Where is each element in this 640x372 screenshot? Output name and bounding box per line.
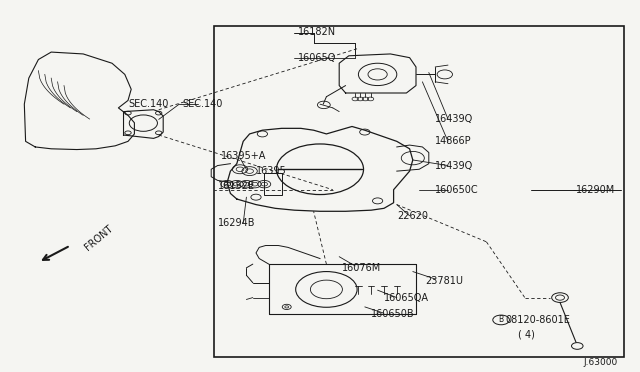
Text: 16439Q: 16439Q: [435, 161, 474, 170]
Text: 16294B: 16294B: [218, 218, 255, 228]
Text: 16395+A: 16395+A: [221, 151, 266, 161]
Text: FRONT: FRONT: [83, 224, 115, 253]
Text: 16152E: 16152E: [218, 181, 255, 191]
Text: 16182N: 16182N: [298, 27, 336, 36]
Text: ( 4): ( 4): [518, 330, 535, 340]
Text: 16065Q: 16065Q: [298, 53, 336, 62]
Text: 14866P: 14866P: [435, 137, 472, 146]
Text: SEC.140: SEC.140: [182, 99, 223, 109]
Text: 16439Q: 16439Q: [435, 114, 474, 124]
Text: 22620: 22620: [397, 211, 428, 221]
Text: 23781U: 23781U: [426, 276, 463, 286]
Text: 16290M: 16290M: [576, 185, 615, 195]
Text: 160650B: 160650B: [371, 310, 415, 319]
Text: SEC.140: SEC.140: [128, 99, 168, 109]
Text: 16065QA: 16065QA: [384, 293, 429, 302]
Text: J.63000: J.63000: [583, 358, 618, 367]
Text: 08120-8601E: 08120-8601E: [506, 315, 570, 325]
Text: B: B: [499, 315, 504, 324]
Text: 16395: 16395: [256, 166, 287, 176]
Text: 160650C: 160650C: [435, 185, 479, 195]
Text: 16076M: 16076M: [342, 263, 381, 273]
